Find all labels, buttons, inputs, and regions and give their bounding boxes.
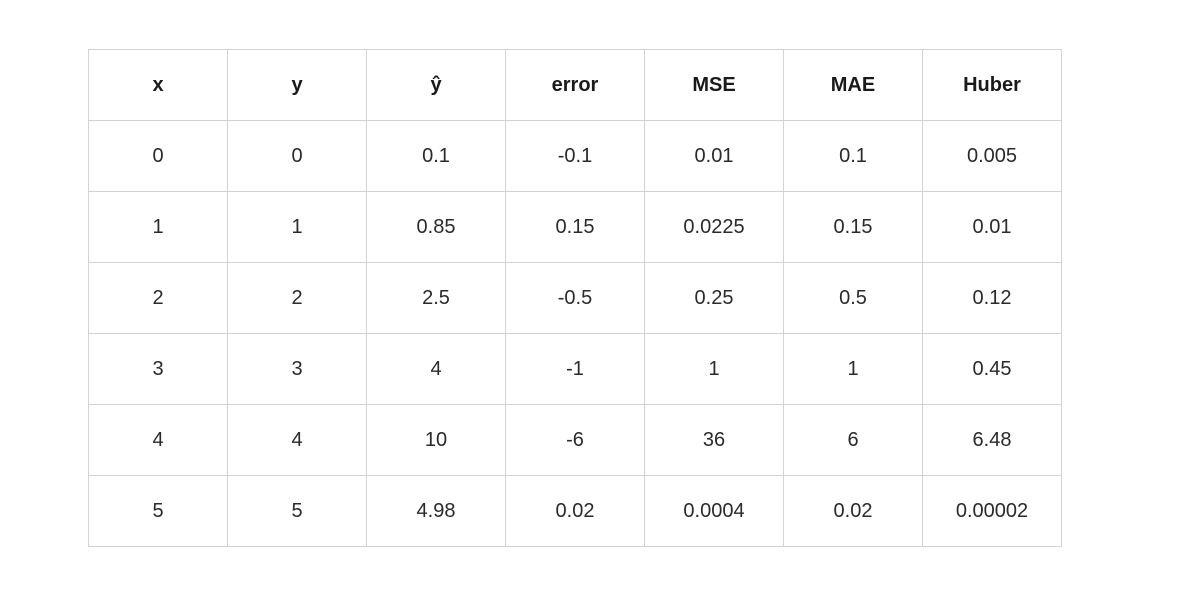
table-body: 0 0 0.1 -0.1 0.01 0.1 0.005 1 1 0.85 0.1… xyxy=(88,120,1062,547)
table-cell: 0.1 xyxy=(366,120,506,192)
table-cell: 0.0004 xyxy=(644,475,784,547)
table-cell: -1 xyxy=(505,333,645,405)
table-row: 0 0 0.1 -0.1 0.01 0.1 0.005 xyxy=(88,120,1062,192)
table-cell: 2.5 xyxy=(366,262,506,334)
header-cell-y: y xyxy=(227,49,367,121)
table-cell: 6 xyxy=(783,404,923,476)
table-cell: 0.01 xyxy=(922,191,1062,263)
table-cell: 3 xyxy=(88,333,228,405)
table-cell: 5 xyxy=(88,475,228,547)
table-row: 5 5 4.98 0.02 0.0004 0.02 0.00002 xyxy=(88,475,1062,547)
table-cell: 0 xyxy=(88,120,228,192)
table-cell: 1 xyxy=(644,333,784,405)
table-cell: 4.98 xyxy=(366,475,506,547)
table-cell: 0.5 xyxy=(783,262,923,334)
table-cell: 2 xyxy=(88,262,228,334)
table-cell: 5 xyxy=(227,475,367,547)
table-row: 1 1 0.85 0.15 0.0225 0.15 0.01 xyxy=(88,191,1062,263)
header-cell-error: error xyxy=(505,49,645,121)
header-cell-huber: Huber xyxy=(922,49,1062,121)
table-cell: 4 xyxy=(227,404,367,476)
table-cell: 0.02 xyxy=(505,475,645,547)
table-cell: 0.12 xyxy=(922,262,1062,334)
table-cell: 0.15 xyxy=(783,191,923,263)
table-cell: -0.1 xyxy=(505,120,645,192)
table-cell: 0.15 xyxy=(505,191,645,263)
table-cell: 0.005 xyxy=(922,120,1062,192)
table-cell: 3 xyxy=(227,333,367,405)
header-cell-mse: MSE xyxy=(644,49,784,121)
table-row: 2 2 2.5 -0.5 0.25 0.5 0.12 xyxy=(88,262,1062,334)
table-cell: 0.0225 xyxy=(644,191,784,263)
table-cell: 4 xyxy=(88,404,228,476)
table-cell: 0.02 xyxy=(783,475,923,547)
table-cell: 10 xyxy=(366,404,506,476)
table-cell: 1 xyxy=(227,191,367,263)
header-row: x y ŷ error MSE MAE Huber xyxy=(88,49,1062,121)
table-cell: 0.1 xyxy=(783,120,923,192)
table-cell: 0 xyxy=(227,120,367,192)
table-row: 3 3 4 -1 1 1 0.45 xyxy=(88,333,1062,405)
table-cell: -0.5 xyxy=(505,262,645,334)
table-cell: 1 xyxy=(88,191,228,263)
table-cell: -6 xyxy=(505,404,645,476)
table-cell: 36 xyxy=(644,404,784,476)
table-cell: 0.00002 xyxy=(922,475,1062,547)
loss-comparison-table: x y ŷ error MSE MAE Huber 0 0 0.1 -0.1 0… xyxy=(88,49,1062,547)
table-cell: 4 xyxy=(366,333,506,405)
table-cell: 6.48 xyxy=(922,404,1062,476)
header-cell-x: x xyxy=(88,49,228,121)
header-cell-y-hat: ŷ xyxy=(366,49,506,121)
table-cell: 2 xyxy=(227,262,367,334)
table-cell: 0.25 xyxy=(644,262,784,334)
table-cell: 0.45 xyxy=(922,333,1062,405)
header-cell-mae: MAE xyxy=(783,49,923,121)
table-cell: 0.85 xyxy=(366,191,506,263)
loss-table-container: x y ŷ error MSE MAE Huber 0 0 0.1 -0.1 0… xyxy=(88,49,1062,547)
table-cell: 0.01 xyxy=(644,120,784,192)
table-cell: 1 xyxy=(783,333,923,405)
table-row: 4 4 10 -6 36 6 6.48 xyxy=(88,404,1062,476)
table-header: x y ŷ error MSE MAE Huber xyxy=(88,49,1062,121)
